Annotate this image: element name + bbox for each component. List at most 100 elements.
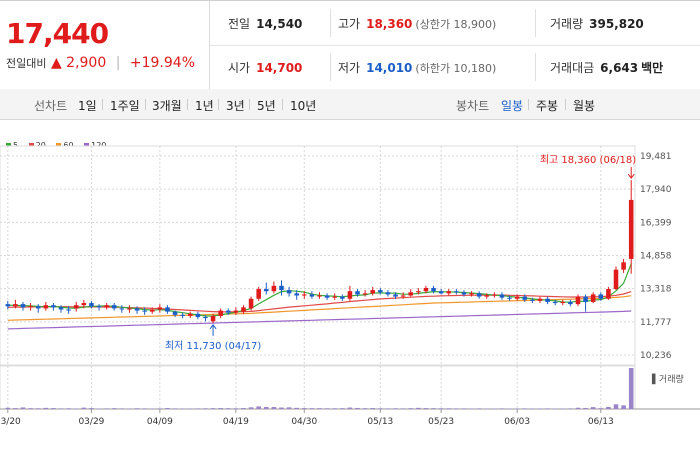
candle-body <box>294 293 299 296</box>
volume-bar <box>340 408 345 409</box>
quote-header: 17,440 전일대비 ▲ 2,900 | +19.94% 전일 14,540 고… <box>0 0 700 90</box>
volume-bar <box>157 408 163 409</box>
volume-bar <box>233 408 239 409</box>
candle-body <box>58 307 64 310</box>
volume-bar <box>416 407 421 409</box>
toolbar-divider <box>282 99 283 110</box>
range-1y-button[interactable]: 1년 <box>195 99 214 113</box>
open-value: 14,700 <box>256 61 303 75</box>
candle-body <box>264 289 269 292</box>
weekly-candle-button[interactable]: 주봉 <box>536 99 559 113</box>
volume-bar <box>522 408 528 409</box>
volume-bar <box>73 408 79 409</box>
turnover-unit: 백만 <box>641 61 664 75</box>
candle-body <box>423 287 429 292</box>
range-1w-button[interactable]: 1주일 <box>110 99 140 113</box>
candle-body <box>606 289 611 299</box>
candle-body <box>51 305 56 308</box>
change-percent: +19.94% <box>129 55 196 71</box>
monthly-candle-button[interactable]: 월봉 <box>573 99 596 113</box>
volume-bar <box>5 407 11 409</box>
range-1d-button[interactable]: 1일 <box>78 99 97 113</box>
ma60-line <box>7 295 632 321</box>
candle-body <box>165 307 170 312</box>
volume-bar <box>590 407 596 409</box>
volume-bar <box>355 407 360 409</box>
price-candles <box>5 180 634 323</box>
prev-close-label: 전일 <box>228 17 251 31</box>
volume-bar <box>210 408 216 409</box>
candle-body <box>218 310 223 316</box>
prev-close: 전일 14,540 <box>228 15 302 32</box>
candle-body <box>355 291 360 295</box>
candle-body <box>248 298 254 309</box>
candle-body <box>461 292 467 295</box>
turnover: 거래대금 6,643 백만 <box>550 59 663 76</box>
metric-divider <box>330 53 331 81</box>
candle-body <box>476 293 482 297</box>
candle-body <box>545 298 550 302</box>
candle-body <box>347 291 353 299</box>
volume-bar <box>180 408 185 409</box>
volume-bar <box>66 408 71 409</box>
volume-bar <box>514 408 520 409</box>
range-10y-button[interactable]: 10년 <box>290 99 317 113</box>
toolbar-divider <box>102 99 103 110</box>
volume-bar <box>241 408 246 409</box>
line-chart-label[interactable]: 선차트 <box>34 99 68 113</box>
current-price: 17,440 <box>6 17 109 50</box>
candle-body <box>149 309 155 312</box>
volume-bars <box>5 368 634 409</box>
range-3m-button[interactable]: 3개월 <box>152 99 182 113</box>
low-price: 저가 14,010 (하한가 10,180) <box>338 59 496 76</box>
candle-body <box>317 295 322 297</box>
candle-body <box>628 199 634 259</box>
high-label: 고가 <box>338 17 361 31</box>
candle-body <box>127 308 132 310</box>
range-5y-button[interactable]: 5년 <box>257 99 276 113</box>
candle-body <box>279 285 284 291</box>
volume-bar <box>218 408 223 409</box>
candle-body <box>119 308 125 310</box>
candle-body <box>530 299 535 301</box>
volume-bar <box>583 407 588 409</box>
metrics-row-1: 전일 14,540 고가 18,360 (상한가 18,900) 거래량 395,820 <box>210 1 700 46</box>
volume-bar <box>347 407 353 409</box>
x-tick-label: 03/29 <box>78 417 104 427</box>
metric-divider <box>330 9 331 37</box>
lower-limit: (하한가 10,180) <box>415 62 497 75</box>
candle-body <box>469 293 474 295</box>
candle-body <box>385 292 391 295</box>
volume-bar <box>378 408 383 409</box>
ma120-line <box>7 310 632 330</box>
volume-bar <box>537 408 543 409</box>
volume-bar <box>492 408 497 409</box>
candle-body <box>507 297 512 299</box>
candle-body <box>142 310 147 312</box>
volume-bar <box>248 407 254 409</box>
candle-body <box>393 294 398 297</box>
candle-chart-label[interactable]: 봉차트 <box>456 99 490 113</box>
candle-body <box>492 294 497 296</box>
volume-bar <box>446 408 452 409</box>
y-tick-label: 14,858 <box>640 252 672 262</box>
low-arrow-icon <box>209 324 217 330</box>
candle-body <box>575 296 581 305</box>
daily-candle-button[interactable]: 일봉 <box>501 99 524 113</box>
quote-metrics: 전일 14,540 고가 18,360 (상한가 18,900) 거래량 395,820… <box>210 1 700 89</box>
open-label: 시가 <box>228 61 251 75</box>
metric-divider <box>535 9 536 37</box>
range-3y-button[interactable]: 3년 <box>226 99 245 113</box>
candle-body <box>271 285 277 292</box>
volume-bar <box>203 408 208 409</box>
candle-body <box>568 301 573 305</box>
volume-bar <box>172 408 178 409</box>
candle-body <box>5 304 11 307</box>
toolbar-divider <box>218 99 219 110</box>
volume-bar <box>58 408 64 409</box>
candle-body <box>370 290 375 294</box>
volume-bar <box>111 408 117 409</box>
volume-bar <box>294 407 299 409</box>
chart-annotations: 최고 18,360 (06/18) 최저 11,730 (04/17) <box>165 154 636 352</box>
